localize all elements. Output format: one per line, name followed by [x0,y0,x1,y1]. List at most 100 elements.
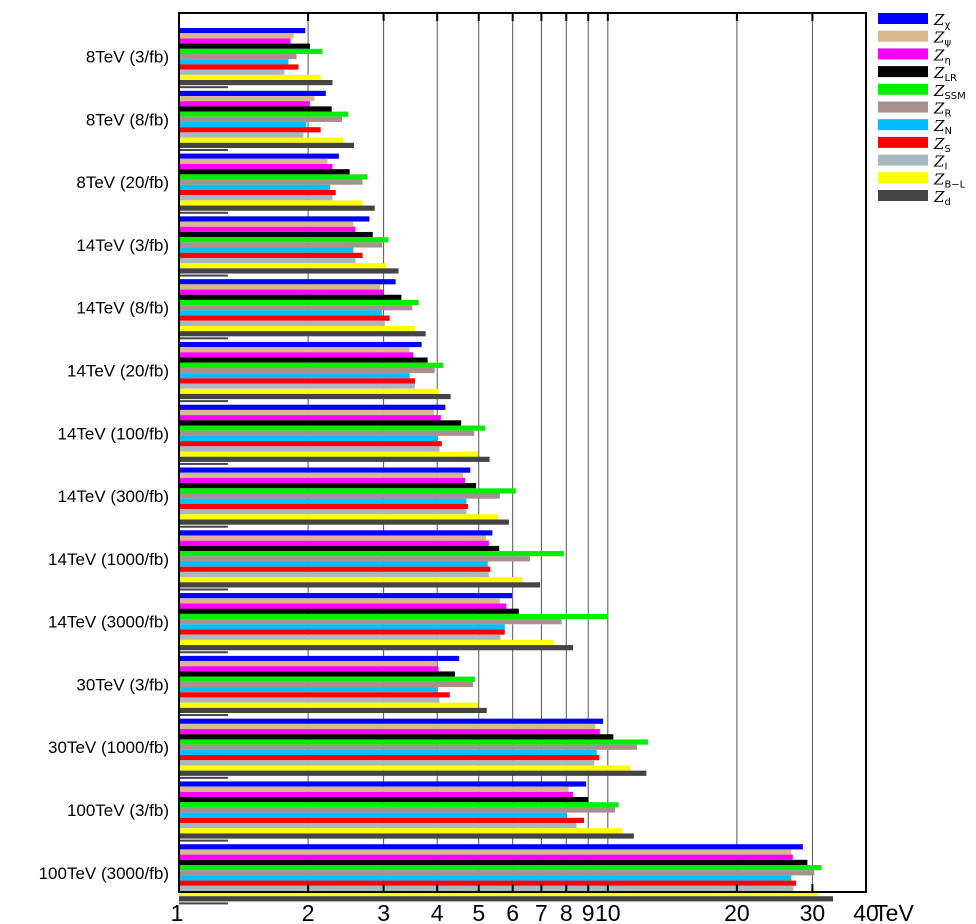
bar [179,378,415,384]
bar [179,718,604,724]
bar [179,90,326,96]
bar [179,48,323,54]
legend-swatch [878,66,928,78]
x-tick-label: 1 [171,900,184,924]
legend-subscript: I [944,162,947,173]
bar [179,179,363,185]
legend-swatch [878,190,928,201]
x-tick-label: 4 [431,900,444,924]
bar [179,577,523,583]
bar [179,781,587,787]
legend-subscript: R [944,109,951,120]
reference-marker [179,776,228,779]
reference-marker [179,839,228,842]
x-tick-label: 10 [595,900,621,924]
bar [179,383,415,389]
bar [179,566,491,572]
x-tick-label: 3 [377,900,390,924]
bar [179,43,310,49]
category-label: 14TeV (3/fb) [76,236,169,255]
bar [179,755,600,761]
bar [179,786,569,792]
bar [179,415,441,421]
bar [179,331,426,337]
bar [179,284,381,290]
legend-swatch [878,48,928,60]
bar [179,844,803,850]
bar [179,629,505,635]
reference-marker [179,651,228,654]
bar [179,849,792,855]
bar [179,880,797,886]
bar [179,896,833,902]
bar [179,268,399,274]
bar [179,325,415,332]
bar [179,514,499,520]
bar [179,111,349,117]
bar [179,519,509,525]
x-tick-label: 9 [582,900,595,924]
legend-swatch [878,83,928,95]
bar [179,38,291,44]
bar [179,430,475,436]
x-tick-label: 30 [800,900,826,924]
bars [179,28,833,905]
bar [179,666,439,672]
bar [179,661,437,667]
category-label: 14TeV (8/fb) [76,299,169,318]
bar [179,237,389,243]
reference-marker [179,148,228,151]
bar [179,681,474,688]
legend-subscript: LR [944,73,957,84]
bar [179,80,333,86]
bar [179,247,354,253]
bar [179,305,413,311]
legend-swatch [878,30,928,42]
x-unit-label: TeV [874,900,914,924]
category-label: 30TeV (1000/fb) [48,738,169,757]
legend-subscript: χ [944,20,950,31]
bar [179,870,815,876]
bar [179,441,442,447]
x-tick-label: 6 [506,900,519,924]
bar [179,817,585,824]
bar [179,655,460,662]
bar [179,603,507,609]
reference-marker [179,902,228,905]
grid-lines [307,13,813,892]
bar [179,598,500,604]
bar [179,749,597,756]
bar [179,59,289,65]
bar [179,765,631,771]
bar [179,425,486,431]
bar [179,477,466,484]
legend-label: Zd [933,188,951,208]
bar [179,812,567,818]
bar [179,263,387,269]
bar [179,153,339,159]
category-label: 8TeV (8/fb) [86,110,169,129]
reference-marker [179,462,228,465]
legend-subscript: S [944,144,950,155]
bar [179,545,500,552]
bar [179,200,363,206]
legend-swatch [878,154,928,166]
bar [179,582,541,588]
bar [179,367,435,374]
bar [179,687,438,693]
category-label: 100TeV (3000/fb) [39,864,169,883]
y-axis-categories: 8TeV (3/fb) 8TeV (8/fb) 8TeV (20/fb) 14TeV … [39,48,169,883]
bar [179,634,501,640]
bar [179,556,530,562]
category-label: 8TeV (20/fb) [76,173,169,192]
bar [179,530,493,536]
bar [179,289,384,295]
bar [179,493,500,499]
bar [179,723,596,730]
bar [179,127,321,133]
category-label: 14TeV (3000/fb) [48,613,169,632]
legend-subscript: η [944,55,950,66]
bar [179,352,414,358]
bar [179,823,577,829]
